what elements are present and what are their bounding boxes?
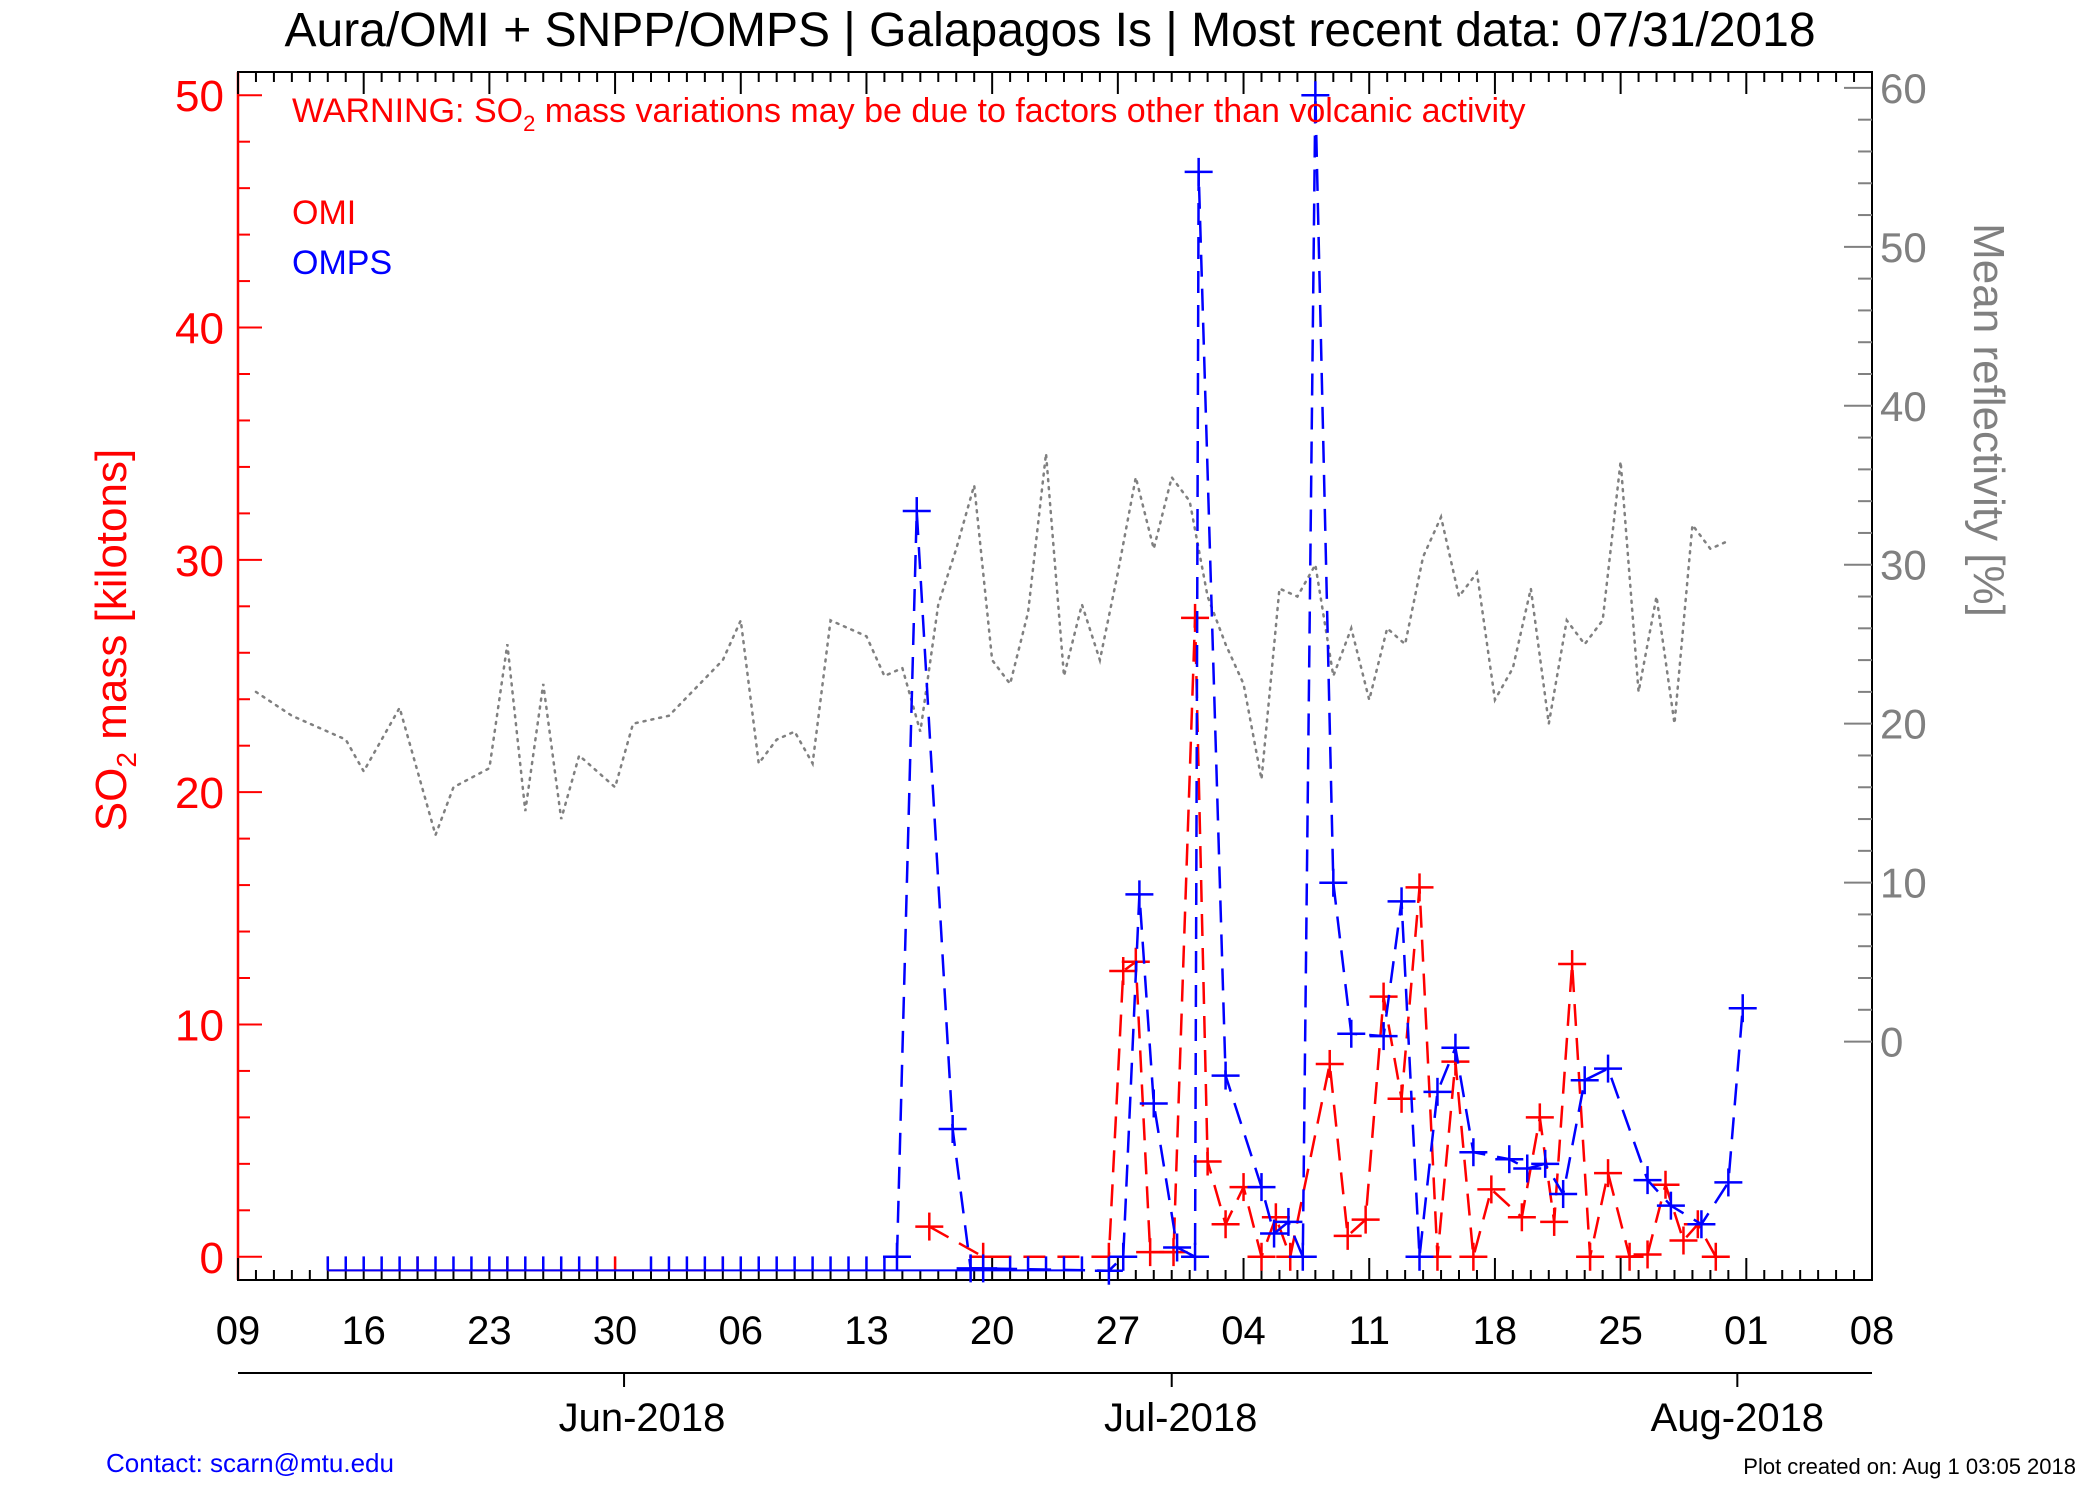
x-tick-label: 16: [341, 1309, 386, 1353]
left-tick-label: 10: [175, 1001, 224, 1050]
x-tick-label: 30: [593, 1309, 638, 1353]
x-tick-label: 08: [1850, 1309, 1895, 1353]
x-tick-label: 23: [467, 1309, 512, 1353]
x-tick-label: 18: [1473, 1309, 1518, 1353]
left-tick-label: 50: [175, 72, 224, 121]
x-tick-label: 25: [1598, 1309, 1643, 1353]
right-tick-label: 10: [1880, 860, 1927, 907]
right-tick-label: 20: [1880, 701, 1927, 748]
x-tick-label: 04: [1221, 1309, 1266, 1353]
x-tick-label: 09: [216, 1309, 261, 1353]
x-tick-label: 06: [719, 1309, 764, 1353]
reflectivity-line: [254, 453, 1730, 839]
warning-rest: mass variations may be due to factors ot…: [535, 92, 1525, 130]
ylabel-left-rest: mass [kilotons]: [87, 449, 136, 752]
right-tick-label: 60: [1880, 65, 1927, 112]
reflectivity-series: [254, 453, 1730, 839]
legend-omps: OMPS: [292, 244, 392, 282]
x-axis-ticks: 09 16 23 30 06 13 20 27 04 11 18 25 01 08: [216, 72, 1895, 1353]
omi-series: [326, 603, 1730, 1272]
omps-line: [895, 95, 1744, 1272]
right-axis-ticks: 0 10 20 30 40 50 60: [1844, 65, 1927, 1066]
plot-created-text: Plot created on: Aug 1 03:05 2018: [1743, 1454, 2076, 1479]
left-tick-label: 0: [200, 1234, 224, 1283]
left-axis-ticks: 0 10 20 30 40 50: [175, 72, 262, 1283]
y-axis-right-label: Mean reflectivity [%]: [1964, 223, 2013, 617]
x-tick-label: 20: [970, 1309, 1015, 1353]
contact-text[interactable]: Contact: scarn@mtu.edu: [106, 1448, 394, 1478]
right-tick-label: 50: [1880, 224, 1927, 271]
ylabel-left-prefix: SO: [87, 768, 136, 832]
chart-title: Aura/OMI + SNPP/OMPS | Galapagos Is | Mo…: [284, 4, 1815, 57]
warning-text: WARNING: SO2 mass variations may be due …: [292, 92, 1526, 136]
ylabel-left-subscript: 2: [111, 752, 142, 768]
month-label: Aug-2018: [1651, 1396, 1824, 1440]
y-axis-left-label: SO2 mass [kilotons]: [87, 449, 142, 831]
left-tick-label: 20: [175, 769, 224, 818]
left-tick-label: 40: [175, 305, 224, 354]
x-tick-label: 01: [1724, 1309, 1769, 1353]
x-tick-label: 11: [1348, 1309, 1390, 1353]
plot-frame: [237, 71, 1873, 1281]
month-label: Jul-2018: [1104, 1396, 1257, 1440]
x-tick-label: 27: [1096, 1309, 1141, 1353]
x-tick-label: 13: [844, 1309, 889, 1353]
right-tick-label: 40: [1880, 383, 1927, 430]
right-tick-label: 30: [1880, 542, 1927, 589]
omi-line: [928, 617, 1717, 1262]
left-tick-label: 30: [175, 537, 224, 586]
warning-subscript: 2: [523, 111, 535, 136]
month-label: Jun-2018: [559, 1396, 726, 1440]
right-tick-label: 0: [1880, 1019, 1903, 1066]
warning-prefix: WARNING: SO: [292, 92, 523, 130]
legend-omi: OMI: [292, 194, 356, 232]
month-axis: Jun-2018 Jul-2018 Aug-2018: [238, 1372, 1872, 1440]
omps-series: [326, 81, 1757, 1285]
